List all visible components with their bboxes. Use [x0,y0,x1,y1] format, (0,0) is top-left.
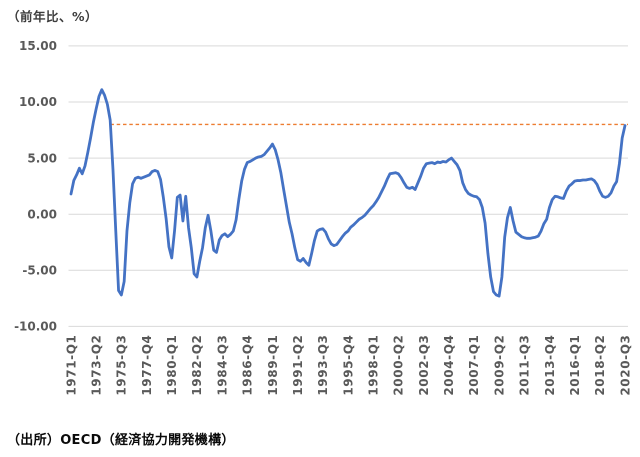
x-axis-tick-label: 2000-Q2 [392,335,406,396]
x-axis-labels: 1971-Q1 1973-Q2 1975-Q3 1977-Q4 1980-Q1 1982-… [64,335,632,396]
x-axis-tick-label: 1991-Q2 [291,335,305,396]
x-axis-tick-label: 1998-Q1 [366,335,380,396]
y-axis-labels: 15.00 10.00 5.00 0.00 -5.00 -10.00 [14,39,57,334]
chart-title: （前年比、%） [7,9,99,24]
x-axis-tick-label: 2002-Q3 [417,335,431,396]
x-axis-tick-label: 2020-Q3 [618,335,632,396]
y-axis-tick-label: 10.00 [19,95,57,109]
x-axis-tick-label: 2009-Q2 [492,335,506,396]
x-axis-tick-label: 1980-Q1 [165,335,179,396]
x-axis-tick-label: 2013-Q4 [543,335,557,396]
y-axis-tick-label: 0.00 [27,207,57,221]
x-axis-tick-label: 2004-Q4 [442,335,456,396]
y-axis-tick-label: -10.00 [14,320,57,334]
x-axis-tick-label: 2007-Q1 [467,335,481,396]
x-axis-tick-label: 1975-Q3 [115,335,129,396]
x-axis-tick-label: 1986-Q4 [241,335,255,396]
x-axis-tick-label: 2016-Q1 [568,335,582,396]
y-axis-tick-label: 5.00 [27,151,57,165]
x-axis-tick-label: 2018-Q2 [593,335,607,396]
x-axis-tick-label: 1977-Q4 [140,335,154,396]
x-axis-tick-label: 1989-Q1 [266,335,280,396]
x-axis-tick-label: 1982-Q2 [190,335,204,396]
x-axis-tick-label: 1973-Q2 [89,335,103,396]
x-axis-tick-label: 1995-Q4 [341,335,355,396]
x-axis-tick-label: 2011-Q3 [518,335,532,396]
data-series-line [69,88,627,298]
x-axis-tick-label: 1993-Q3 [316,335,330,396]
x-axis-tick-label: 1971-Q1 [64,335,78,396]
y-axis-tick-label: -5.00 [22,264,57,278]
source-note: （出所）OECD（経済協力開発機構） [7,433,235,448]
gridlines [68,45,628,327]
y-axis-tick-label: 15.00 [19,39,57,53]
x-axis-tick-label: 1984-Q3 [215,335,229,396]
